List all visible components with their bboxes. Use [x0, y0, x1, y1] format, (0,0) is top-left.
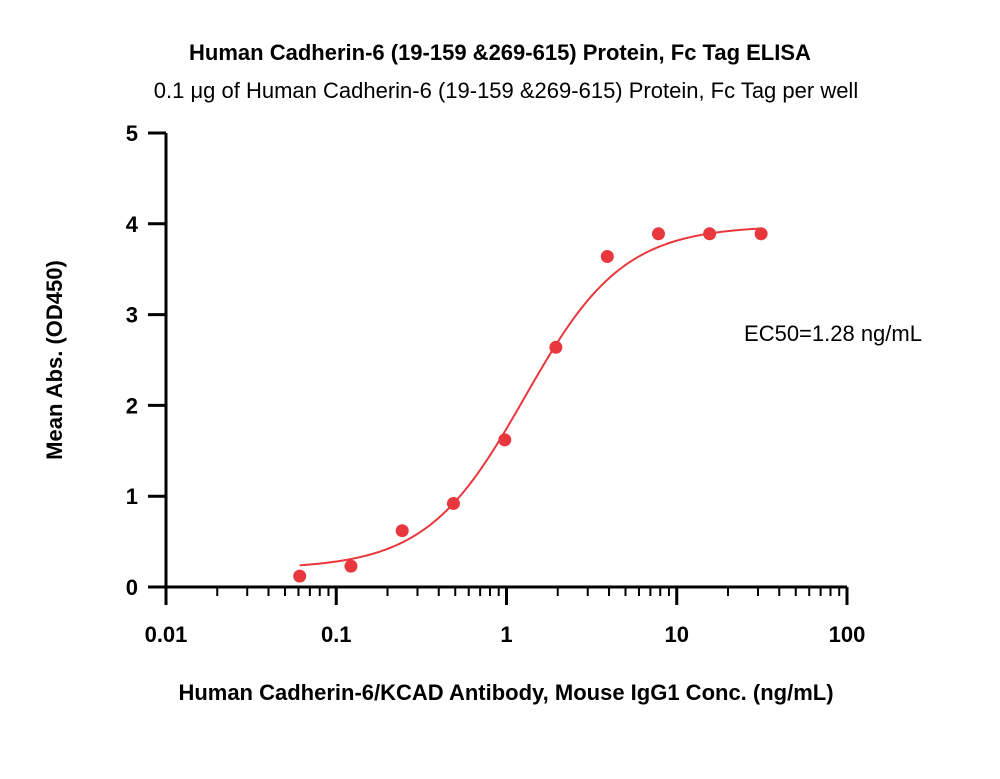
y-tick-label: 2	[126, 393, 138, 418]
data-point	[651, 227, 665, 241]
x-tick-label: 10	[665, 622, 689, 647]
x-axis-ticks: 0.01 0.1 1 10 100	[145, 587, 866, 647]
data-point	[549, 340, 563, 354]
chart-title: Human Cadherin-6 (19-159 &269-615) Prote…	[189, 40, 811, 65]
x-tick-label: 0.1	[321, 622, 352, 647]
data-point	[395, 524, 409, 538]
x-tick-label: 0.01	[145, 622, 188, 647]
data-points-layer	[293, 227, 768, 583]
x-axis-label: Human Cadherin-6/KCAD Antibody, Mouse Ig…	[178, 680, 833, 705]
ec50-annotation: EC50=1.28 ng/mL	[744, 321, 922, 346]
y-tick-label: 4	[126, 212, 139, 237]
fit-curve	[299, 227, 762, 567]
chart-subtitle: 0.1 μg of Human Cadherin-6 (19-159 &269-…	[154, 78, 858, 103]
x-tick-label: 1	[500, 622, 512, 647]
y-tick-label: 0	[126, 575, 138, 600]
y-tick-label: 5	[126, 121, 138, 146]
y-axis-ticks: 0 1 2 3 4 5	[126, 121, 166, 600]
data-point	[754, 227, 768, 241]
y-tick-label: 3	[126, 303, 138, 328]
data-point	[293, 569, 307, 583]
x-tick-label: 100	[829, 622, 866, 647]
data-point	[344, 559, 358, 573]
data-point	[498, 433, 512, 447]
data-point	[703, 227, 717, 241]
data-point	[600, 249, 614, 263]
data-point	[446, 496, 460, 510]
fit-curve-layer	[299, 227, 762, 567]
y-tick-label: 1	[126, 484, 138, 509]
y-axis-label: Mean Abs. (OD450)	[42, 260, 67, 460]
